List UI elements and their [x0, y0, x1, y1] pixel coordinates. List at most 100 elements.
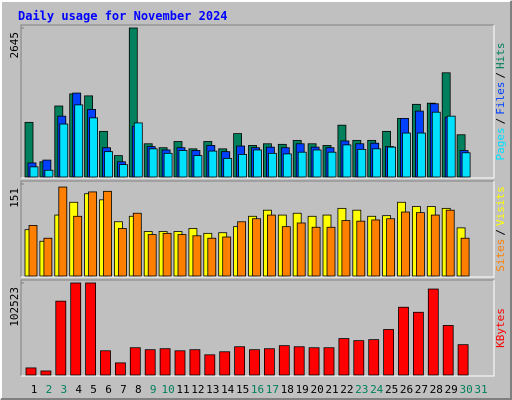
bar	[278, 345, 290, 376]
bar	[323, 347, 335, 376]
bar	[442, 325, 454, 376]
bar	[311, 226, 321, 277]
bar	[308, 347, 320, 376]
bar	[326, 226, 336, 277]
legend: Pages / Files / Hits	[494, 43, 507, 161]
bar	[357, 148, 367, 178]
bar	[446, 115, 456, 178]
y-tick-label: 102523	[8, 287, 21, 327]
bar	[25, 367, 37, 376]
legend: Sites / Visits	[494, 186, 507, 272]
panel-border-light	[21, 181, 495, 278]
x-tick-label: 10	[161, 383, 174, 396]
x-tick-label: 19	[296, 383, 309, 396]
bar	[457, 344, 469, 376]
x-tick-label: 5	[90, 383, 97, 396]
bar	[74, 104, 84, 178]
x-tick-label: 20	[310, 383, 323, 396]
bar	[430, 214, 440, 277]
bar	[55, 300, 67, 376]
bar	[372, 148, 382, 178]
bar	[356, 220, 366, 277]
x-tick-label: 7	[120, 383, 127, 396]
bar	[162, 232, 172, 277]
bar	[267, 152, 277, 178]
bar	[28, 225, 38, 277]
bar	[189, 349, 201, 376]
bar	[174, 350, 186, 376]
bar	[29, 166, 39, 178]
x-tick-label: 12	[191, 383, 204, 396]
x-tick-label: 31	[474, 383, 487, 396]
x-tick-label: 23	[355, 383, 368, 396]
bar	[263, 348, 275, 376]
x-tick-label: 24	[370, 383, 384, 396]
y-tick-label: 2645	[8, 32, 21, 59]
x-tick-label: 2	[46, 383, 53, 396]
bar	[70, 282, 82, 376]
bar	[177, 234, 187, 277]
bar	[73, 215, 83, 277]
bar	[103, 190, 112, 277]
x-tick-label: 27	[415, 383, 428, 396]
legend: KBytes	[494, 308, 507, 348]
x-tick-label: 30	[459, 383, 472, 396]
bar	[341, 220, 351, 277]
legend-entry: Files	[494, 82, 507, 115]
bar	[133, 122, 143, 178]
bar	[89, 117, 98, 178]
bar	[312, 149, 322, 178]
bar	[132, 212, 142, 277]
bar	[371, 219, 381, 277]
x-tick-label: 13	[206, 383, 219, 396]
bar	[104, 151, 113, 178]
bar	[159, 348, 171, 376]
x-tick-label: 18	[281, 383, 294, 396]
bar	[402, 132, 411, 178]
panel-border-light	[21, 25, 495, 179]
legend-entry: Hits	[494, 43, 507, 70]
x-tick-label: 9	[150, 383, 157, 396]
bar	[222, 236, 232, 277]
bar	[398, 306, 409, 376]
bar	[415, 212, 425, 277]
bar	[44, 169, 54, 178]
bar	[147, 234, 157, 277]
bar	[327, 151, 337, 178]
bar	[115, 362, 126, 376]
bar	[163, 152, 173, 178]
bar	[129, 347, 141, 376]
bar	[238, 154, 248, 178]
bar	[338, 338, 350, 376]
bar	[58, 186, 68, 277]
bar	[144, 349, 156, 376]
x-tick-label: 22	[340, 383, 353, 396]
bar	[297, 151, 307, 178]
bar	[296, 222, 306, 277]
x-tick-label: 15	[236, 383, 249, 396]
bar	[461, 152, 471, 178]
bar	[204, 354, 216, 376]
bar	[192, 235, 202, 277]
x-tick-label: 4	[75, 383, 82, 396]
x-tick-label: 16	[251, 383, 264, 396]
bar	[88, 191, 97, 277]
x-tick-label: 6	[105, 383, 112, 396]
legend-entry: Visits	[494, 186, 507, 226]
x-tick-label: 26	[400, 383, 413, 396]
bar	[401, 211, 410, 277]
legend-separator: /	[494, 72, 507, 79]
panel-border-dark	[20, 24, 494, 178]
bar	[281, 226, 291, 277]
bar	[208, 150, 218, 178]
bar	[266, 214, 276, 277]
bar	[427, 288, 439, 376]
x-tick-label: 14	[221, 383, 235, 396]
chart-title: Daily usage for November 2024	[18, 9, 228, 23]
bar	[59, 123, 69, 178]
x-tick-label: 11	[176, 383, 189, 396]
bar	[237, 221, 247, 277]
